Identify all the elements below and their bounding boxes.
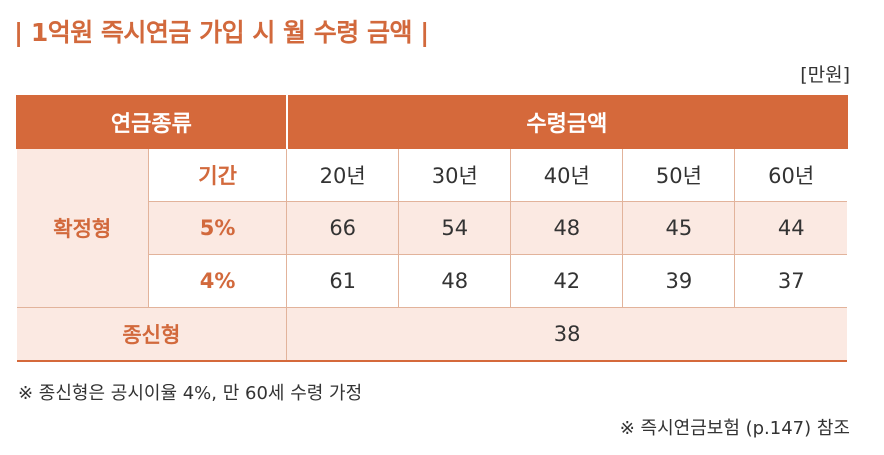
lifetime-value: 38 xyxy=(286,307,847,362)
period-cell: 40년 xyxy=(510,148,624,202)
table-row: 5% 66 54 48 45 44 xyxy=(16,201,847,255)
value-cell: 37 xyxy=(734,254,847,308)
period-cell: 50년 xyxy=(622,148,736,202)
header-amount: 수령금액 xyxy=(286,95,849,149)
value-cell: 66 xyxy=(286,201,400,255)
annuity-table: 연금종류 수령금액 확정형 기간 20년 30년 40년 50년 60년 5% … xyxy=(15,95,849,362)
period-cell: 30년 xyxy=(398,148,512,202)
period-cell: 20년 xyxy=(286,148,400,202)
header-annuity-type: 연금종류 xyxy=(15,95,288,149)
value-cell: 61 xyxy=(286,254,400,308)
value-cell: 39 xyxy=(622,254,736,308)
footnote-reference: ※ 즉시연금보험 (p.147) 참조 xyxy=(619,418,850,439)
value-cell: 48 xyxy=(510,201,624,255)
page-title: | 1억원 즉시연금 가입 시 월 수령 금액 | xyxy=(14,18,429,47)
unit-label: [만원] xyxy=(800,64,850,86)
period-cell: 60년 xyxy=(734,148,847,202)
footnote-lifetime: ※ 종신형은 공시이율 4%, 만 60세 수령 가정 xyxy=(18,383,363,404)
rate-label: 5% xyxy=(148,201,288,255)
value-cell: 44 xyxy=(734,201,847,255)
value-cell: 54 xyxy=(398,201,512,255)
rate-label: 4% xyxy=(148,254,288,308)
table-header-row: 연금종류 수령금액 xyxy=(15,95,849,149)
lifetime-type-label: 종신형 xyxy=(16,307,288,362)
value-cell: 42 xyxy=(510,254,624,308)
value-cell: 48 xyxy=(398,254,512,308)
period-row: 확정형 기간 20년 30년 40년 50년 60년 xyxy=(16,148,847,308)
lifetime-row: 종신형 38 xyxy=(16,307,847,362)
fixed-type-label: 확정형 xyxy=(16,148,150,308)
period-label: 기간 xyxy=(148,148,288,202)
value-cell: 45 xyxy=(622,201,736,255)
table-row: 4% 61 48 42 39 37 xyxy=(17,254,847,308)
